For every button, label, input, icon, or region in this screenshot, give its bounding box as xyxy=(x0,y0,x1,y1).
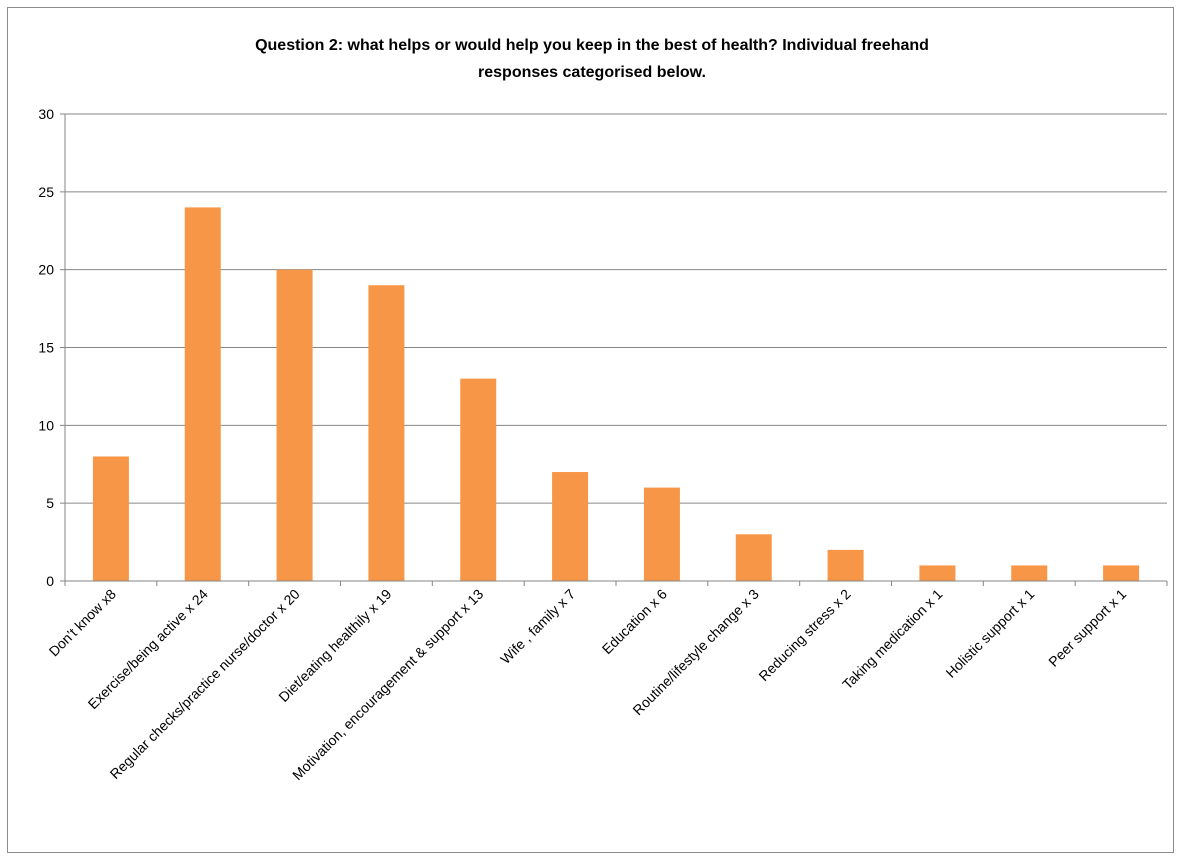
bar xyxy=(92,456,129,581)
bar xyxy=(919,565,956,581)
x-category-label: Holistic support x 1 xyxy=(942,586,1037,681)
bar xyxy=(1103,565,1140,581)
y-tick-label: 30 xyxy=(38,106,54,122)
y-tick-label: 15 xyxy=(38,340,54,356)
axes xyxy=(60,114,1168,586)
x-category-label: Don’t know x8 xyxy=(46,586,120,660)
y-tick-label: 5 xyxy=(46,495,54,511)
x-category-label: Motivation, encouragement & support x 13 xyxy=(289,586,486,783)
x-category-label: Taking medication x 1 xyxy=(839,586,946,693)
y-tick-label: 25 xyxy=(38,184,54,200)
x-category-label: Regular checks/practice nurse/doctor x 2… xyxy=(107,586,303,782)
bar xyxy=(184,207,221,581)
x-category-label: Peer support x 1 xyxy=(1045,586,1129,670)
y-tick-label: 0 xyxy=(46,573,54,589)
bar xyxy=(460,378,497,581)
bar xyxy=(643,487,680,581)
bar xyxy=(552,472,589,581)
bar xyxy=(735,534,772,581)
chart-title-line-1: Question 2: what helps or would help you… xyxy=(255,37,929,54)
y-axis-ticks: 0 5 10 15 20 25 30 xyxy=(38,106,54,589)
bar xyxy=(276,269,313,581)
chart-title-line-2: responses categorised below. xyxy=(478,64,706,81)
bars xyxy=(92,207,1140,581)
y-tick-label: 10 xyxy=(38,417,54,433)
bar xyxy=(1011,565,1048,581)
x-category-label: Education x 6 xyxy=(599,586,670,657)
bar xyxy=(827,549,864,581)
x-category-label: Wife , family x 7 xyxy=(497,586,578,667)
x-category-label: Reducing stress x 2 xyxy=(755,586,853,684)
bar xyxy=(368,285,405,581)
gridlines xyxy=(60,113,1167,504)
y-tick-label: 20 xyxy=(38,262,54,278)
